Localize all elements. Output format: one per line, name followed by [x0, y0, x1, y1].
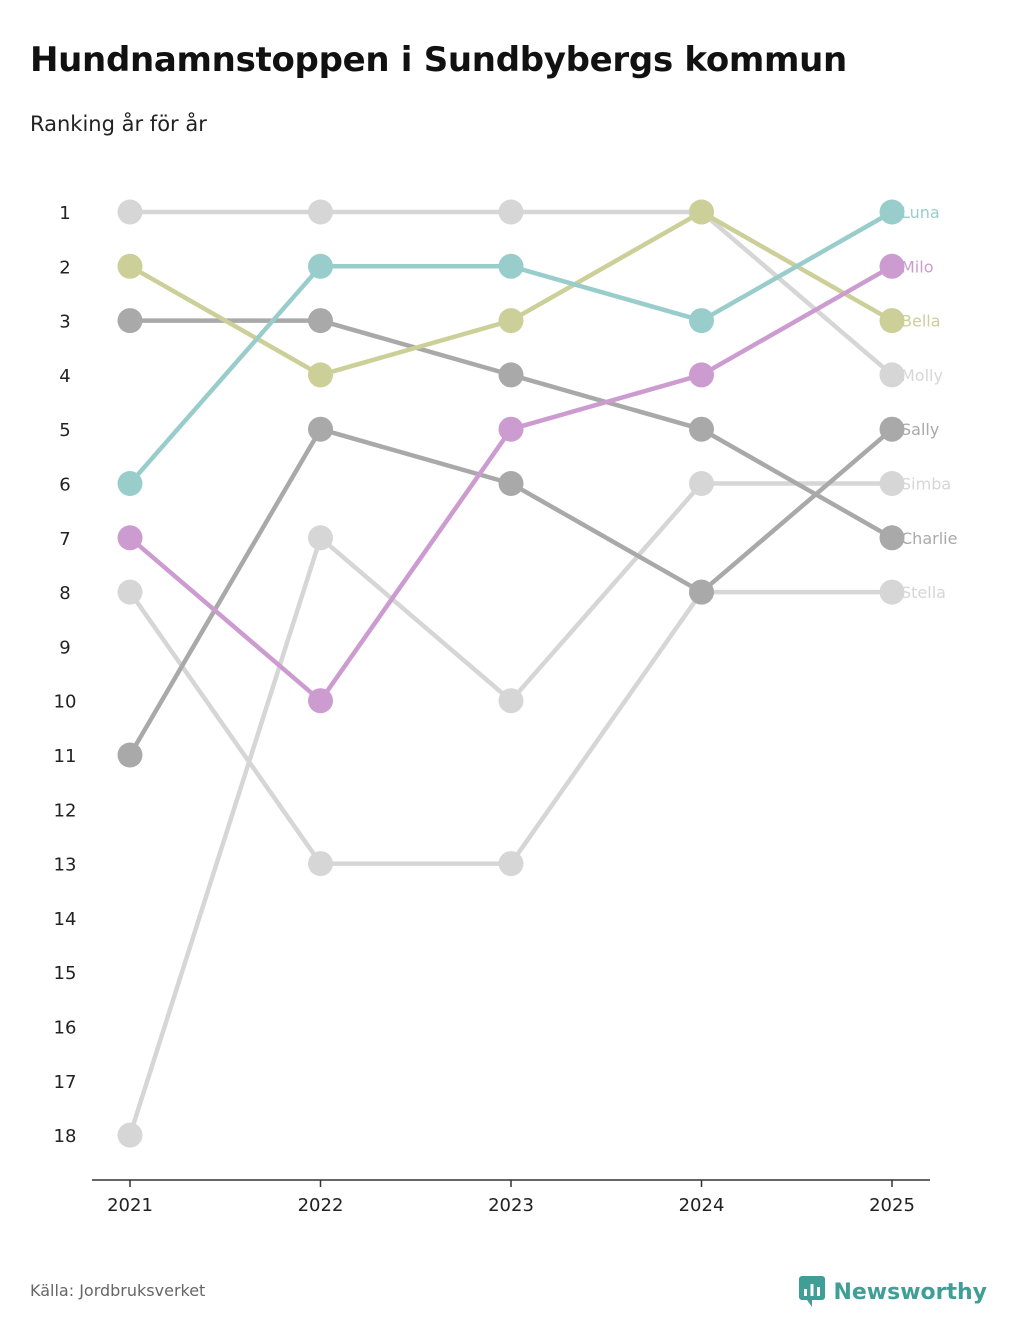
point-molly[interactable] — [879, 362, 905, 388]
point-luna[interactable] — [308, 253, 333, 279]
point-stella[interactable] — [117, 579, 143, 605]
end-label-stella: Stella — [901, 583, 946, 602]
y-tick-label: 8 — [59, 583, 70, 604]
point-bella[interactable] — [117, 253, 143, 279]
point-simba[interactable] — [689, 471, 714, 496]
y-tick-label: 10 — [54, 692, 77, 713]
point-charlie[interactable] — [879, 525, 905, 551]
y-tick-label: 17 — [54, 1072, 77, 1093]
y-tick-label: 18 — [54, 1126, 77, 1147]
y-tick-label: 2 — [59, 257, 70, 278]
y-tick-label: 3 — [59, 312, 70, 333]
x-tick-label: 2025 — [869, 1195, 915, 1216]
point-stella[interactable] — [879, 579, 905, 605]
y-tick-label: 9 — [59, 637, 70, 658]
end-label-molly: Molly — [901, 366, 943, 385]
point-milo[interactable] — [117, 525, 143, 551]
point-simba[interactable] — [308, 525, 333, 551]
point-stella[interactable] — [498, 851, 524, 877]
point-molly[interactable] — [308, 199, 333, 225]
point-milo[interactable] — [879, 253, 905, 279]
y-tick-label: 6 — [59, 475, 70, 496]
point-milo[interactable] — [308, 688, 333, 714]
end-label-bella: Bella — [901, 312, 941, 331]
y-tick-label: 13 — [54, 855, 77, 876]
series-line-luna — [128, 210, 894, 485]
x-tick-label: 2021 — [107, 1195, 153, 1216]
point-simba[interactable] — [879, 471, 905, 496]
point-molly[interactable] — [498, 199, 524, 225]
point-milo[interactable] — [498, 416, 524, 442]
point-sally[interactable] — [689, 579, 714, 605]
x-tick-label: 2024 — [679, 1195, 725, 1216]
brand-logo[interactable]: Newsworthy — [799, 1276, 987, 1308]
point-charlie[interactable] — [498, 362, 524, 388]
point-bella[interactable] — [498, 308, 524, 334]
chart-subtitle: Ranking år för år — [30, 112, 207, 136]
point-luna[interactable] — [498, 253, 524, 279]
newsworthy-logo-icon — [799, 1276, 826, 1307]
y-tick-label: 4 — [59, 366, 70, 387]
y-tick-label: 5 — [59, 420, 70, 441]
point-sally[interactable] — [308, 416, 333, 442]
point-bella[interactable] — [689, 199, 714, 225]
point-molly[interactable] — [117, 199, 143, 225]
y-tick-label: 12 — [54, 800, 77, 821]
point-sally[interactable] — [498, 471, 524, 496]
end-label-charlie: Charlie — [901, 529, 957, 548]
x-tick-label: 2022 — [298, 1195, 344, 1216]
point-luna[interactable] — [879, 199, 905, 225]
point-milo[interactable] — [689, 362, 714, 388]
brand-name: Newsworthy — [833, 1279, 987, 1305]
series-end-labels: Molly Stella Simba Charlie Sally Bella Milo Lun… — [901, 203, 957, 602]
y-tick-label: 16 — [54, 1018, 77, 1039]
x-tick-label: 2023 — [488, 1195, 534, 1216]
point-simba[interactable] — [498, 688, 524, 714]
series-line-simba — [127, 481, 892, 1136]
source-note: Källa: Jordbruksverket — [30, 1281, 206, 1300]
end-label-sally: Sally — [901, 420, 939, 439]
point-sally[interactable] — [117, 742, 143, 768]
point-charlie[interactable] — [117, 308, 143, 334]
series-points — [117, 199, 905, 1148]
y-tick-label: 1 — [59, 203, 70, 224]
y-tick-label: 11 — [54, 746, 77, 767]
point-stella[interactable] — [308, 851, 333, 877]
y-tick-label: 15 — [54, 963, 77, 984]
point-luna[interactable] — [117, 471, 143, 496]
point-charlie[interactable] — [689, 416, 714, 442]
point-sally[interactable] — [879, 416, 905, 442]
point-simba[interactable] — [117, 1122, 143, 1148]
point-bella[interactable] — [879, 308, 905, 334]
x-axis-ticks: 2021 2022 2023 2024 2025 — [107, 1180, 915, 1216]
end-label-milo: Milo — [901, 257, 933, 276]
point-charlie[interactable] — [308, 308, 333, 334]
point-bella[interactable] — [308, 362, 333, 388]
series-lines — [127, 209, 894, 1136]
point-luna[interactable] — [689, 308, 714, 334]
y-tick-label: 14 — [54, 909, 77, 930]
chart-title: Hundnamnstoppen i Sundbybergs kommun — [30, 40, 847, 80]
y-tick-label: 7 — [59, 529, 70, 550]
end-label-simba: Simba — [901, 475, 951, 494]
end-label-luna: Luna — [901, 203, 940, 222]
